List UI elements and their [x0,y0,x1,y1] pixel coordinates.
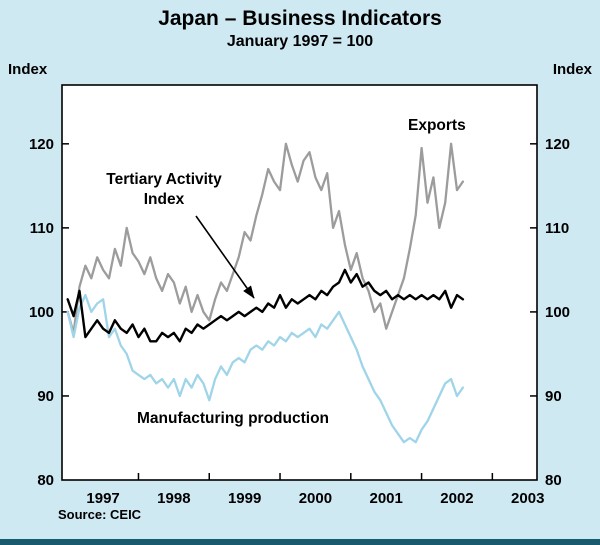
y-tick-label-right: 90 [545,388,562,405]
tertiary-annotation-arrow [195,215,255,299]
y-axis-label-left: Index [8,61,48,78]
x-tick-label: 2000 [299,490,332,507]
annotation-tertiary-line1: Tertiary Activity [106,171,222,188]
x-tick-label: 2003 [511,490,544,507]
y-axis-label-right: Index [552,61,592,78]
y-tick-label-left: 100 [29,304,54,321]
manufacturing-production-line [66,293,465,444]
annotation-tertiary: Tertiary Activity Index [94,170,234,210]
annotation-tertiary-line2: Index [143,191,185,208]
y-tick-label-right: 80 [545,472,562,489]
y-tick-label-left: 120 [29,136,54,153]
y-tick-label-right: 110 [545,220,569,237]
y-tick-label-left: 110 [30,220,54,237]
y-tick-label-left: 90 [37,388,54,405]
bottom-divider-bar [0,539,600,545]
tertiary-activity-index-line [66,268,465,343]
x-tick-label: 2002 [440,490,473,507]
annotation-exports: Exports [408,117,466,134]
x-tick-label: 1997 [86,490,119,507]
y-tick-label-right: 100 [545,304,570,321]
plot-background [62,85,537,480]
source-note: Source: CEIC [58,507,142,522]
annotation-manufacturing: Manufacturing production [137,410,330,427]
x-tick-label: 2001 [370,490,403,507]
x-tick-label: 1998 [157,490,190,507]
exports-line [66,142,465,335]
chart-title: Japan – Business Indicators [158,7,442,30]
chart-subtitle: January 1997 = 100 [226,33,374,50]
y-tick-label-left: 80 [37,472,54,489]
y-tick-label-right: 120 [545,136,570,153]
x-tick-label: 1999 [228,490,261,507]
axis-frame [61,84,538,481]
